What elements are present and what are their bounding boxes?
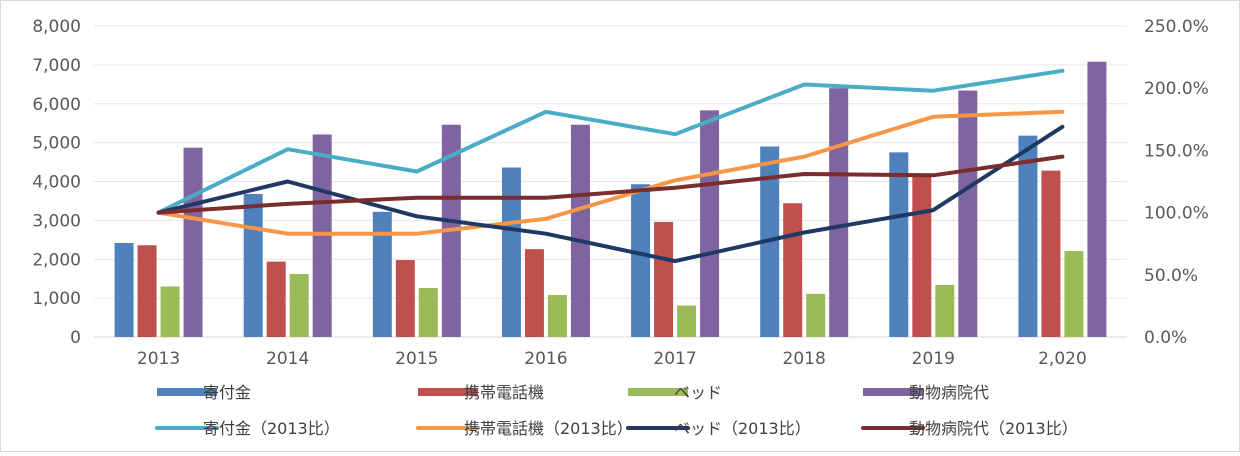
legend-label: 動物病院代 [909, 383, 989, 402]
y-right-tick-label: 100.0% [1144, 204, 1209, 224]
legend-label: ベッド [674, 383, 722, 402]
legend-bar-swatch [157, 388, 217, 396]
legend-label: 寄付金（2013比） [203, 419, 340, 438]
bar [889, 152, 909, 337]
x-tick-label: 2,020 [1038, 349, 1087, 369]
legend-bar-swatch [863, 388, 923, 396]
bar [1087, 61, 1107, 337]
bar [137, 245, 157, 337]
legend-bar-swatch [628, 388, 688, 396]
bar [114, 242, 134, 337]
x-tick-label: 2013 [137, 349, 180, 369]
lines [156, 68, 1065, 264]
y-right-tick-label: 0.0% [1144, 328, 1187, 348]
y-right-tick-label: 150.0% [1144, 141, 1209, 161]
bar [654, 221, 674, 337]
bar [243, 193, 263, 337]
bar [806, 293, 826, 337]
y-left-tick-label: 6,000 [32, 95, 81, 115]
bar [1041, 170, 1061, 337]
y-right-tick-label: 50.0% [1144, 266, 1198, 286]
x-tick-label: 2019 [912, 349, 955, 369]
legend-label: 携帯電話機 [464, 383, 544, 402]
legend-bar-swatch [418, 388, 478, 396]
x-tick-label: 2014 [266, 349, 309, 369]
bar [372, 211, 392, 337]
y-left-tick-label: 2,000 [32, 250, 81, 270]
y-left-tick-label: 4,000 [32, 173, 81, 193]
bar [912, 175, 932, 337]
bar [700, 110, 720, 337]
bar [266, 261, 286, 337]
y-left-tick-label: 3,000 [32, 211, 81, 231]
bar [183, 147, 203, 337]
bar [395, 260, 415, 337]
legend-label: 寄付金 [203, 383, 251, 402]
y-left-tick-label: 1,000 [32, 289, 81, 309]
bar [289, 274, 309, 337]
bar [570, 124, 590, 338]
bar [524, 249, 544, 337]
x-tick-label: 2018 [783, 349, 826, 369]
bar [501, 167, 521, 337]
bar [631, 184, 651, 337]
y-left-tick-label: 7,000 [32, 56, 81, 76]
y-left-tick-label: 0 [70, 328, 81, 348]
bar [783, 203, 803, 337]
legend-label: ベッド（2013比） [674, 419, 811, 438]
y-left-tick-label: 5,000 [32, 134, 81, 154]
y-left-tick-label: 8,000 [32, 17, 81, 37]
bar [958, 90, 978, 337]
bar [160, 286, 180, 337]
y-right-tick-label: 250.0% [1144, 17, 1209, 37]
bar [677, 305, 697, 337]
bar [312, 134, 332, 337]
axes: 0 1,000 2,000 3,000 4,000 5,000 6,000 7,000 8,00… [32, 17, 1209, 369]
bar [547, 295, 567, 337]
x-tick-label: 2017 [653, 349, 696, 369]
series-line [156, 154, 1065, 215]
series-line [156, 109, 1065, 236]
series-line [156, 124, 1065, 264]
legend-label: 携帯電話機（2013比） [464, 419, 633, 438]
bar [1018, 135, 1038, 337]
y-right-tick-label: 200.0% [1144, 79, 1209, 99]
bar [829, 88, 849, 337]
legend-label: 動物病院代（2013比） [909, 419, 1078, 438]
bar [1064, 251, 1084, 337]
bar [935, 284, 955, 337]
x-tick-label: 2016 [524, 349, 567, 369]
series-line [156, 68, 1065, 215]
gridlines [94, 25, 1127, 338]
bar [418, 288, 438, 337]
x-tick-label: 2015 [395, 349, 438, 369]
